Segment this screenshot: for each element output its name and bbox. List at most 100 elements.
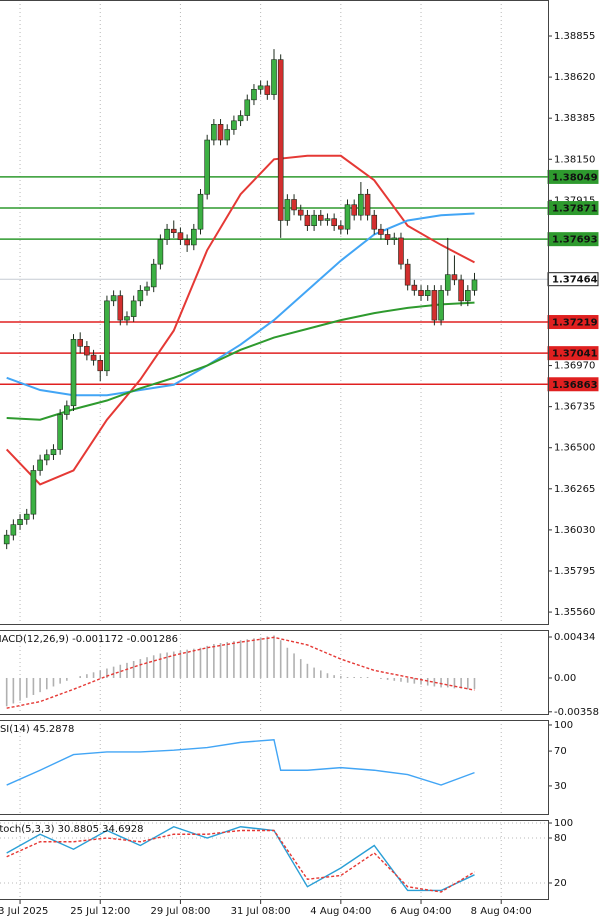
candle-body [471,279,478,291]
candle-body [43,454,50,461]
candle-body [364,193,371,216]
indicator-line [6,636,475,709]
candle-body [231,120,237,130]
panel-frame [0,820,549,900]
candle-body [371,214,378,230]
candle-body [358,193,364,216]
candle-body [150,263,157,288]
y-tick-label: 0.00 [554,673,576,684]
candle-body [398,237,404,265]
candle-body [424,290,431,296]
candle-body [311,214,317,226]
y-tick-label: 1.38855 [554,31,595,42]
candle-body [184,239,190,246]
candle-body [30,470,37,515]
candle-body [418,290,424,296]
x-tick-label: 29 Jul 08:00 [150,906,210,917]
price-label: 1.36863 [552,380,598,391]
candle-body [271,59,277,95]
candle-body [431,290,438,321]
candle-body [37,459,43,471]
candle-body [64,405,70,415]
candle-body [117,295,124,321]
panel-title: MACD(12,26,9) -0.001172 -0.001286 [0,634,178,645]
y-tick-label: 20 [554,878,567,889]
candle-body [284,199,291,221]
y-tick-label: 1.38150 [554,154,595,165]
candle-body [304,214,311,226]
y-tick-label: 1.36265 [554,484,595,495]
indicator-line [6,829,475,893]
candle-body [130,300,137,317]
candle-body [170,228,177,233]
candle-body [157,239,164,265]
candle-body [338,225,344,230]
candle-body [344,204,351,230]
candle-body [104,300,110,372]
indicator-line [6,301,475,421]
candle-body [23,513,30,520]
candle-body [384,234,391,240]
candle-body [164,228,170,240]
candle-body [10,524,17,536]
indicator-line [6,739,475,786]
panel-frame [0,0,549,625]
y-tick-label: 1.38620 [554,72,595,83]
candle-body [444,274,451,291]
y-tick-label: 30 [554,781,567,792]
candle-body [177,232,184,240]
panel-title: Stoch(5,3,3) 30.8805 34.6928 [0,824,144,835]
indicator-line [5,154,475,486]
candle-body [411,284,418,291]
candle-body [3,534,10,545]
x-tick-label: 6 Aug 04:00 [390,906,451,917]
y-tick-label: 80 [554,833,567,844]
candle-body [277,59,284,221]
y-tick-label: -0.003581 [554,707,600,718]
y-tick-label: 0.00434 [554,632,595,643]
price-label: 1.37871 [552,204,598,215]
y-tick-label: 1.37915 [554,195,595,206]
candle-body [144,286,150,291]
candle-body [90,354,97,361]
x-tick-label: 8 Aug 04:00 [471,906,532,917]
candle-body [291,199,297,211]
y-tick-label: 1.36735 [554,402,595,413]
candle-body [204,139,210,195]
x-tick-label: 25 Jul 12:00 [70,906,130,917]
candle-body [191,228,197,246]
y-tick-label: 1.36970 [554,361,595,372]
candle-body [465,290,471,302]
indicator-line [6,212,475,397]
candle-body [244,99,251,116]
candle-body [97,360,104,372]
candle-body [378,228,384,235]
panel-title: RSI(14) 45.2878 [0,724,74,735]
candle-body [110,295,117,302]
candle-body [224,129,231,141]
candle-body [137,290,144,302]
candle-body [451,274,458,281]
x-tick-label: 4 Aug 04:00 [310,906,371,917]
candle-body [17,519,23,525]
y-tick-label: 70 [554,746,567,757]
price-label: 1.37041 [552,349,598,360]
x-tick-label: 31 Jul 08:00 [231,906,291,917]
candle-body [264,85,271,95]
candle-body [458,279,464,302]
y-tick-label: 100 [554,720,573,731]
candle-body [70,339,77,407]
candle-body [324,218,331,221]
candle-body [317,214,324,221]
candle-body [124,316,130,321]
panel-frame [0,720,549,815]
candle-body [251,89,257,101]
candle-body [297,209,304,216]
price-label: 1.37693 [552,235,598,246]
price-label: 1.37219 [552,318,598,329]
candle-body [438,290,444,321]
y-tick-label: 1.35795 [554,566,595,577]
candle-body [257,85,264,90]
y-tick-label: 1.35560 [554,607,595,618]
